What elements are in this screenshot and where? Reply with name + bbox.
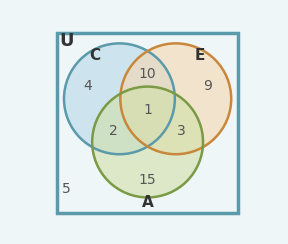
- Text: 15: 15: [139, 173, 156, 187]
- Text: 9: 9: [203, 79, 212, 93]
- Text: A: A: [142, 195, 154, 210]
- Text: E: E: [195, 48, 205, 63]
- Text: 5: 5: [62, 182, 71, 196]
- Circle shape: [120, 43, 231, 154]
- Text: U: U: [60, 31, 74, 50]
- Text: 1: 1: [143, 103, 152, 117]
- FancyBboxPatch shape: [57, 33, 238, 214]
- Text: 2: 2: [109, 124, 118, 138]
- Text: 3: 3: [177, 124, 186, 138]
- Text: C: C: [90, 48, 101, 63]
- Circle shape: [64, 43, 175, 154]
- Text: 10: 10: [139, 67, 156, 81]
- Circle shape: [92, 87, 203, 197]
- Text: 4: 4: [83, 79, 92, 93]
